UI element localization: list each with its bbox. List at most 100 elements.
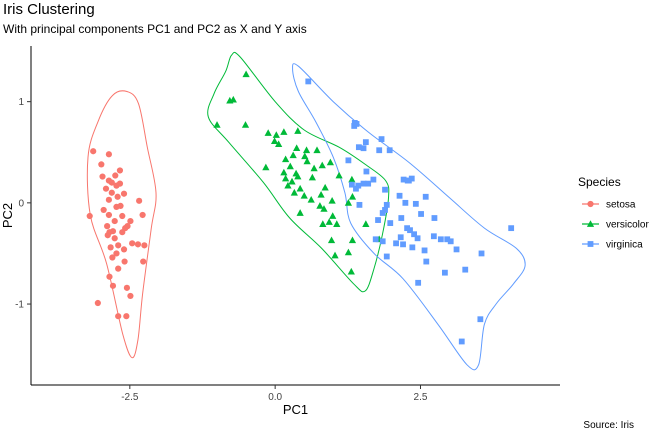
- point-virginica: [404, 225, 411, 232]
- point-versicolor: [296, 184, 304, 192]
- point-virginica: [409, 244, 416, 251]
- point-versicolor: [333, 220, 341, 227]
- legend-key-virginica: [587, 241, 594, 247]
- legend-label-versicolor: versicolor: [606, 220, 649, 231]
- point-virginica: [414, 235, 421, 242]
- point-versicolor: [282, 155, 290, 163]
- point-setosa: [120, 246, 128, 253]
- point-versicolor: [284, 181, 292, 189]
- point-versicolor: [272, 131, 280, 138]
- point-versicolor: [320, 205, 328, 212]
- point-setosa: [112, 172, 119, 179]
- point-versicolor: [348, 175, 356, 183]
- point-virginica: [397, 234, 404, 241]
- legend-label-setosa: setosa: [606, 200, 636, 211]
- x-tick-label: 2.5: [414, 392, 428, 403]
- point-setosa: [111, 235, 118, 242]
- point-virginica: [370, 176, 377, 183]
- hull-setosa: [86, 90, 157, 359]
- hull-versicolor: [207, 51, 390, 293]
- point-setosa: [136, 197, 143, 204]
- point-versicolor: [290, 188, 298, 196]
- point-virginica: [383, 201, 390, 208]
- y-tick-label: 1: [18, 97, 24, 108]
- point-virginica: [305, 78, 312, 85]
- point-setosa: [115, 313, 122, 320]
- point-versicolor: [294, 127, 302, 134]
- x-ticks: -2.5 0.0 2.5: [121, 385, 428, 403]
- point-setosa: [119, 229, 126, 236]
- point-setosa: [104, 223, 111, 230]
- point-setosa: [119, 212, 126, 220]
- point-virginica: [360, 180, 367, 187]
- point-versicolor: [303, 157, 311, 165]
- legend-items: setosa versicolor virginica: [582, 200, 649, 251]
- point-versicolor: [321, 183, 329, 191]
- point-versicolor: [326, 158, 334, 166]
- point-virginica: [376, 147, 383, 154]
- point-setosa: [113, 250, 120, 257]
- y-ticks: -1 0 1: [15, 97, 31, 311]
- point-setosa: [109, 282, 117, 289]
- point-versicolor: [270, 137, 279, 144]
- point-setosa: [139, 211, 146, 219]
- point-versicolor: [335, 171, 343, 179]
- point-versicolor: [213, 121, 221, 128]
- axes: -2.5 0.0 2.5 -1 0 1 PC1 PC2: [0, 46, 560, 417]
- point-setosa: [123, 284, 131, 291]
- point-virginica: [421, 247, 428, 254]
- point-setosa: [100, 206, 107, 214]
- point-virginica: [478, 250, 485, 257]
- point-setosa: [105, 211, 112, 219]
- point-virginica: [398, 215, 405, 221]
- point-versicolor: [275, 140, 283, 148]
- point-versicolor: [296, 209, 304, 216]
- point-setosa: [109, 254, 116, 261]
- point-setosa: [105, 151, 112, 158]
- point-virginica: [508, 225, 515, 232]
- point-virginica: [423, 258, 430, 265]
- point-versicolor: [264, 129, 272, 136]
- point-versicolor: [301, 152, 309, 160]
- point-versicolor: [286, 162, 294, 170]
- point-setosa: [127, 217, 134, 225]
- point-virginica: [355, 182, 362, 189]
- chart-subtitle: With principal components PC1 and PC2 as…: [3, 22, 307, 36]
- point-virginica: [447, 238, 454, 245]
- point-virginica: [418, 211, 424, 217]
- point-versicolor: [347, 267, 355, 275]
- point-virginica: [351, 123, 358, 129]
- point-virginica: [382, 186, 388, 193]
- point-versicolor: [308, 173, 316, 181]
- point-setosa: [120, 190, 128, 197]
- y-tick-label: 0: [18, 198, 24, 209]
- point-versicolor: [328, 197, 336, 204]
- point-versicolor: [331, 251, 339, 259]
- point-setosa: [117, 202, 124, 209]
- point-versicolor: [229, 95, 237, 103]
- point-versicolor: [288, 177, 296, 185]
- point-setosa: [116, 167, 124, 174]
- point-versicolor: [319, 220, 327, 227]
- point-virginica: [437, 236, 444, 243]
- legend: Species setosa versicolor virginica: [578, 175, 649, 251]
- point-setosa: [105, 196, 112, 203]
- point-virginica: [422, 193, 429, 200]
- point-setosa: [107, 244, 114, 251]
- point-versicolor: [329, 212, 337, 219]
- point-virginica: [393, 240, 399, 247]
- point-virginica: [400, 241, 406, 248]
- point-setosa: [98, 161, 105, 168]
- point-virginica: [379, 210, 386, 216]
- point-versicolor: [262, 163, 270, 171]
- point-versicolor: [241, 121, 250, 128]
- point-versicolor: [300, 191, 308, 199]
- point-setosa: [104, 232, 111, 239]
- cluster-hulls: [86, 51, 526, 371]
- chart-title: Iris Clustering: [3, 1, 95, 18]
- point-virginica: [408, 175, 415, 182]
- point-versicolor: [362, 220, 370, 227]
- point-versicolor: [344, 248, 353, 256]
- point-versicolor: [280, 168, 288, 176]
